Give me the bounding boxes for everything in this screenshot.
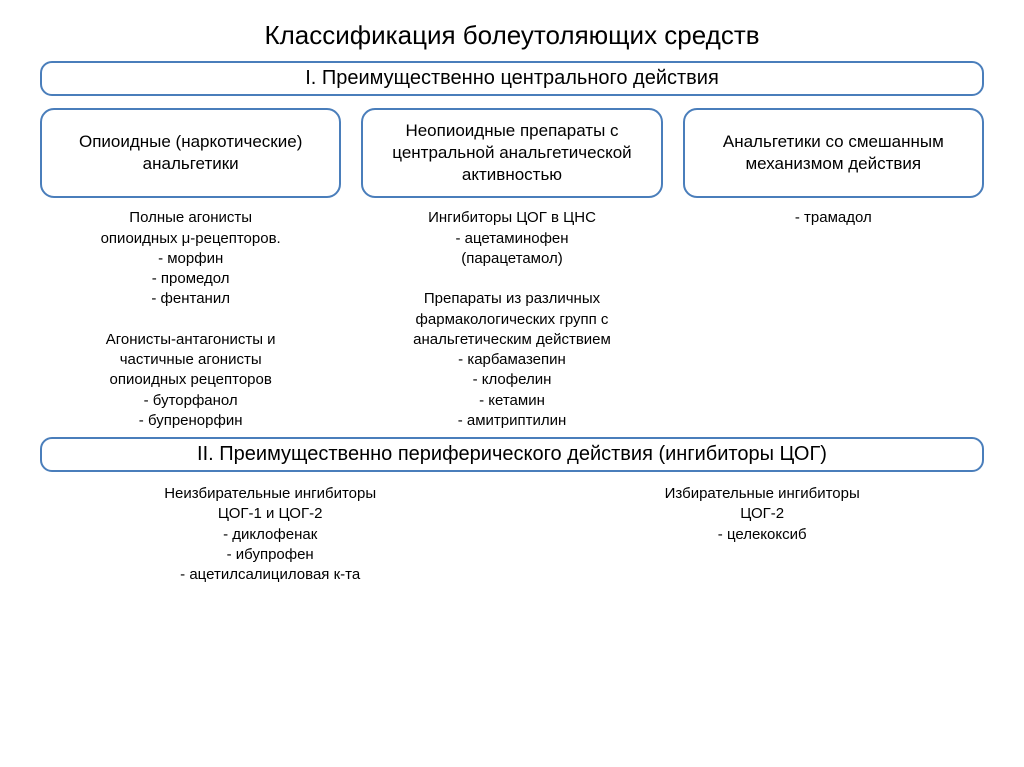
box-nonopioid: Неопиоидные препараты с центральной анал… [361,108,662,198]
box-mixed: Анальгетики со смешанным механизмом дейс… [683,108,984,198]
section2-details-row: Неизбирательные ингибиторы ЦОГ-1 и ЦОГ-2… [40,484,984,585]
details-mixed: - трамадол [683,208,984,431]
section1-header: I. Преимущественно центрального действия [40,61,984,96]
details-opioid: Полные агонисты опиоидных μ-рецепторов. … [40,208,341,431]
section2-header: II. Преимущественно периферического дейс… [40,437,984,472]
box-opioid: Опиоидные (наркотические) анальгетики [40,108,341,198]
details-selective: Избирательные ингибиторы ЦОГ-2 - целекок… [665,484,860,585]
section1-boxes-row: Опиоидные (наркотические) анальгетики Не… [40,108,984,198]
details-nonopioid: Ингибиторы ЦОГ в ЦНС - ацетаминофен (пар… [361,208,662,431]
section1-details-row: Полные агонисты опиоидных μ-рецепторов. … [40,208,984,431]
page-title: Классификация болеутоляющих средств [40,20,984,51]
details-nonselective: Неизбирательные ингибиторы ЦОГ-1 и ЦОГ-2… [164,484,376,585]
